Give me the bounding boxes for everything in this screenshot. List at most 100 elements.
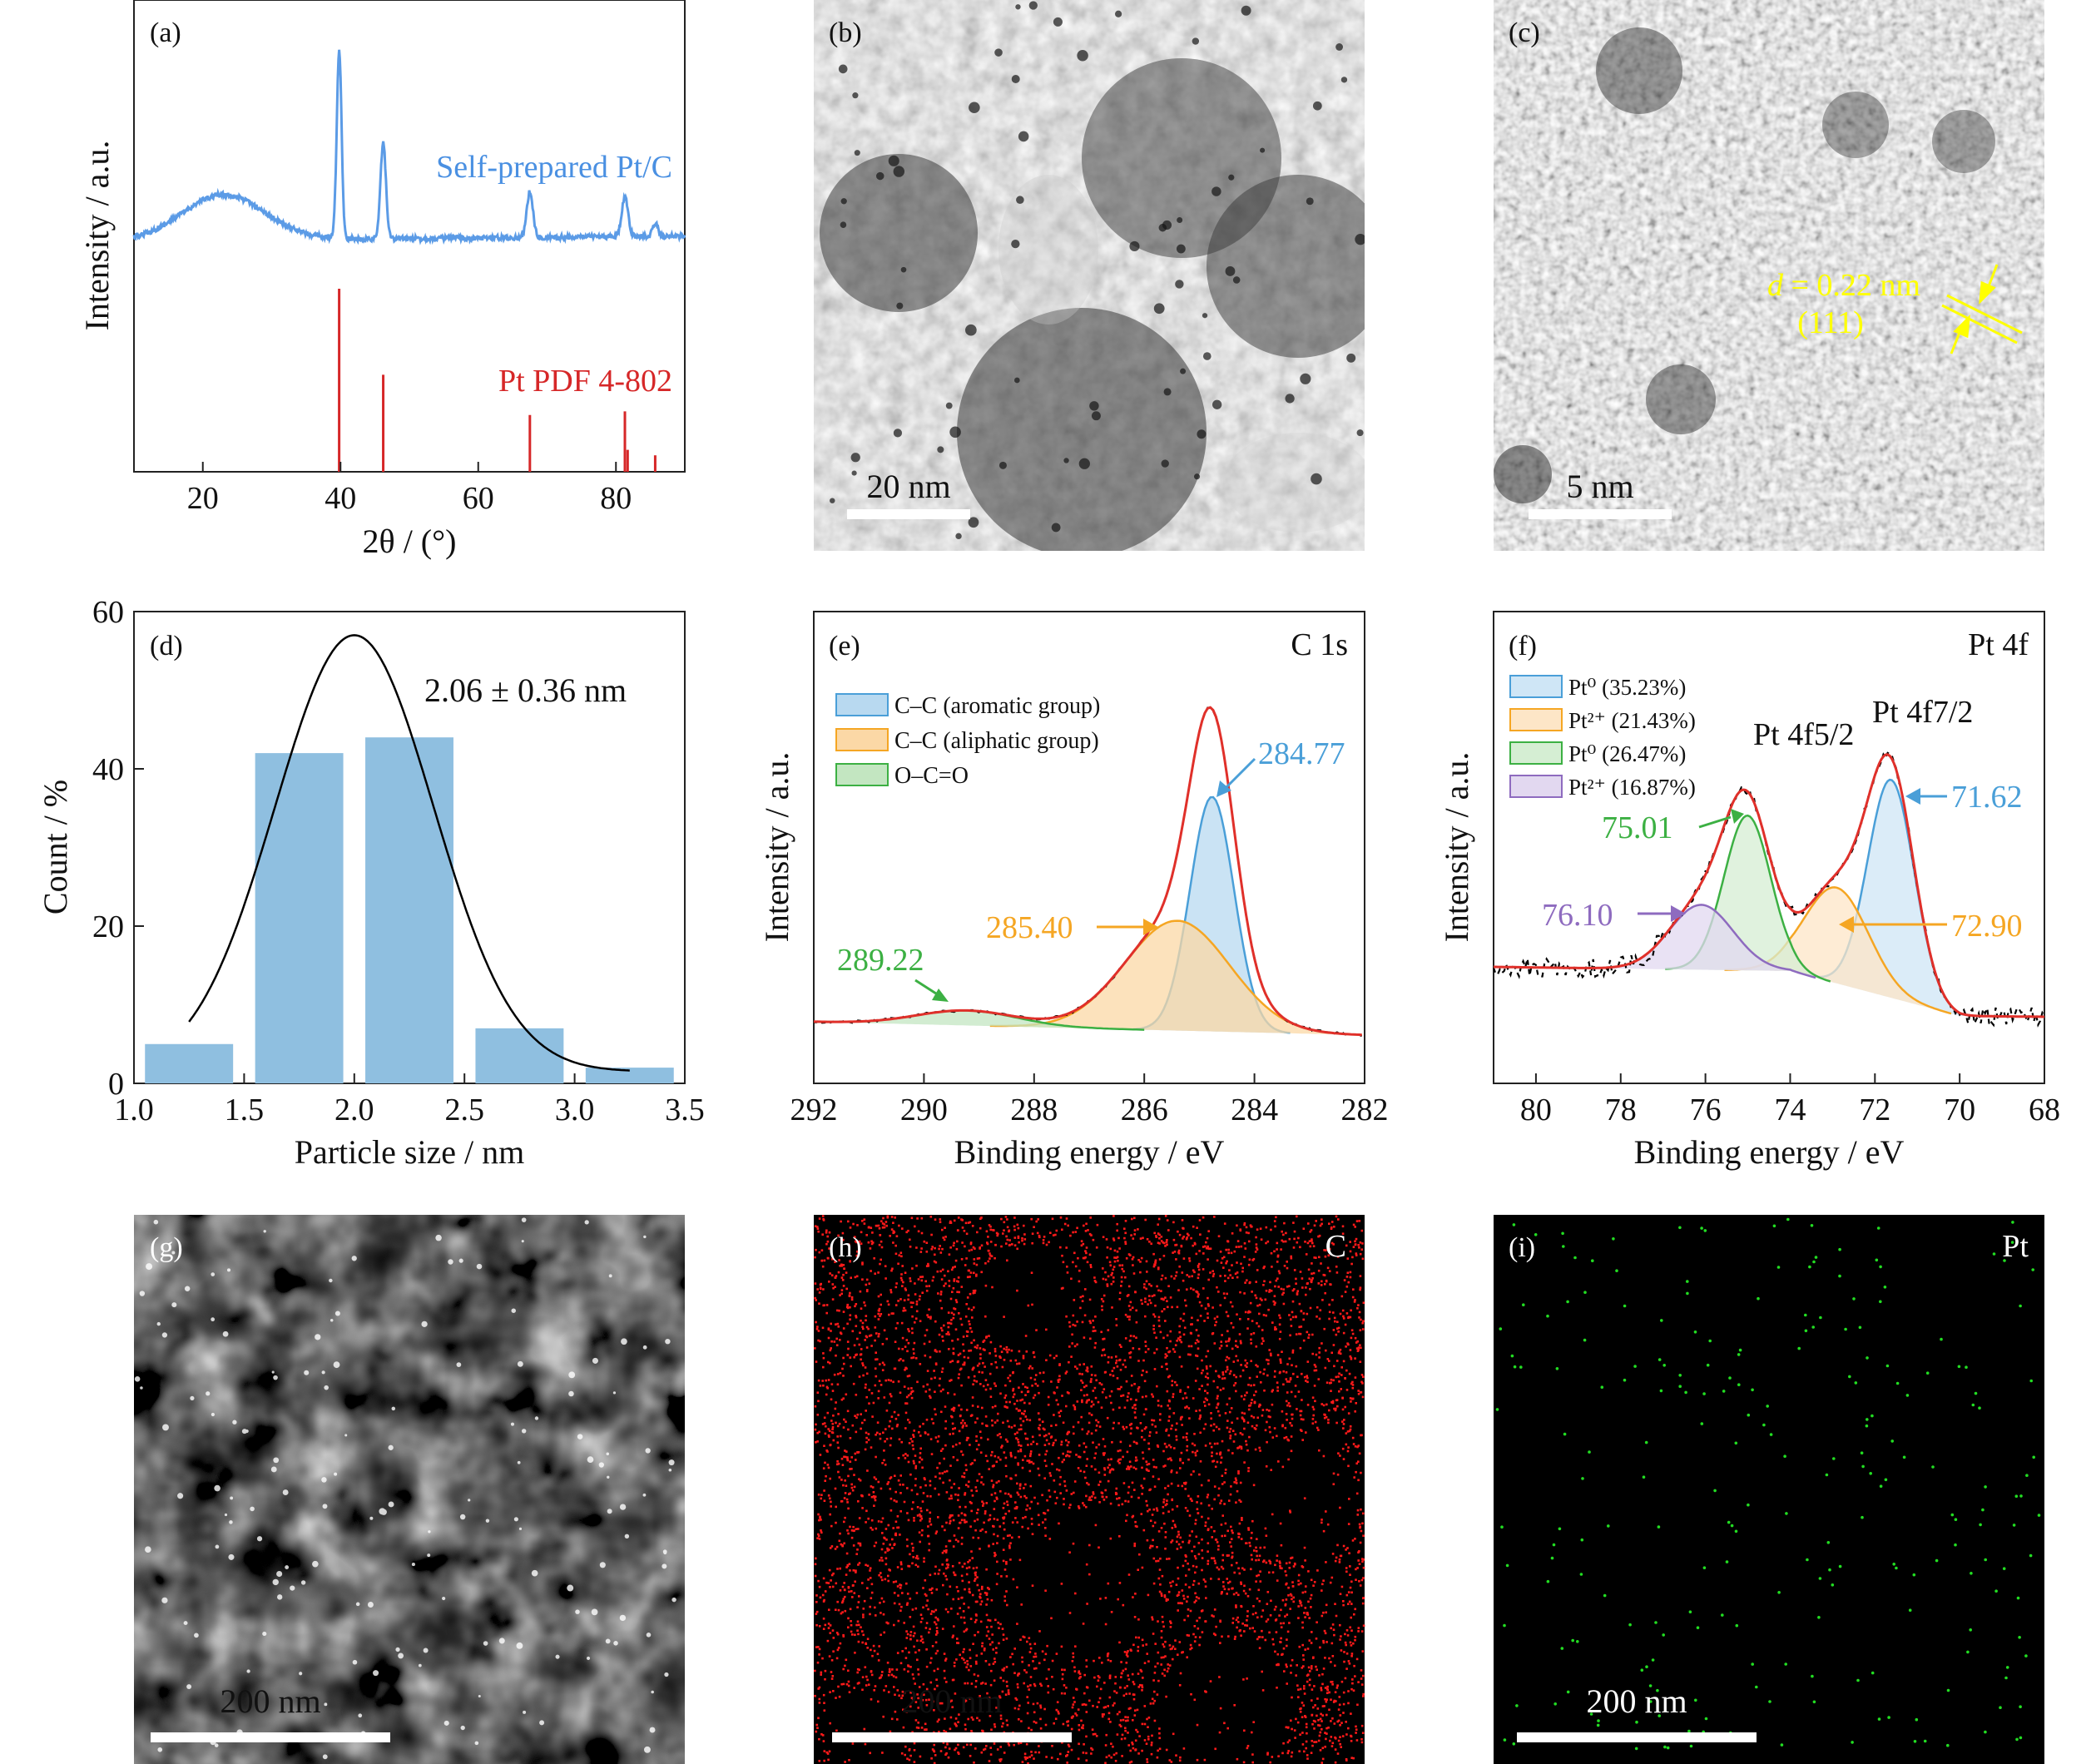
carbon-dot [1182, 1651, 1184, 1653]
carbon-dot [963, 1350, 965, 1352]
carbon-dot [850, 1365, 852, 1368]
carbon-dot [988, 1335, 990, 1337]
carbon-dot [1210, 1412, 1212, 1415]
carbon-dot [850, 1296, 854, 1299]
carbon-dot [1243, 1221, 1246, 1225]
haadf-bright-spot [211, 1412, 216, 1417]
carbon-dot [1044, 1453, 1047, 1456]
carbon-dot [845, 1573, 848, 1576]
carbon-dot [984, 1530, 988, 1534]
carbon-dot [1060, 1440, 1063, 1444]
carbon-dot [957, 1590, 959, 1593]
carbon-dot [1124, 1719, 1127, 1722]
carbon-dot [822, 1577, 825, 1580]
carbon-dot [1269, 1562, 1272, 1565]
carbon-dot [1141, 1638, 1144, 1642]
carbon-dot [959, 1415, 962, 1418]
carbon-dot [943, 1653, 946, 1655]
carbon-dot [1286, 1630, 1290, 1633]
carbon-dot [1229, 1434, 1232, 1437]
carbon-dot [1198, 1643, 1201, 1647]
carbon-dot [1124, 1667, 1127, 1671]
tem-nanoparticle [893, 429, 903, 438]
carbon-dot [1213, 1559, 1216, 1563]
carbon-dot [838, 1309, 840, 1312]
carbon-dot [944, 1753, 947, 1757]
carbon-dot [953, 1307, 955, 1310]
tem-nanoparticle [1192, 37, 1200, 45]
carbon-dot [1177, 1534, 1180, 1536]
carbon-dot [1334, 1603, 1336, 1605]
carbon-dot [1238, 1445, 1241, 1448]
carbon-dot [910, 1216, 914, 1220]
carbon-dot [925, 1290, 929, 1292]
carbon-dot [1140, 1484, 1143, 1487]
carbon-dot [924, 1478, 926, 1481]
carbon-dot [975, 1512, 979, 1514]
carbon-dot [1227, 1449, 1230, 1452]
carbon-dot [939, 1291, 943, 1293]
panel-f-label: (f) [1509, 631, 1537, 662]
carbon-dot [1077, 1421, 1080, 1424]
carbon-dot [1198, 1388, 1201, 1390]
carbon-dot [1209, 1442, 1212, 1445]
carbon-dot [814, 1669, 816, 1672]
carbon-dot [1308, 1333, 1311, 1336]
carbon-dot [1124, 1276, 1127, 1279]
carbon-dot [984, 1415, 988, 1418]
carbon-dot [864, 1666, 867, 1668]
carbon-dot [1157, 1559, 1160, 1563]
carbon-dot [1246, 1615, 1249, 1618]
tem-nanoparticle [1129, 240, 1140, 251]
carbon-dot [1157, 1651, 1160, 1654]
carbon-dot [1338, 1558, 1341, 1561]
carbon-dot [1043, 1512, 1045, 1514]
carbon-dot [867, 1433, 870, 1435]
scale-bar-g [151, 1732, 390, 1742]
carbon-dot [880, 1572, 882, 1574]
carbon-dot [1216, 1566, 1219, 1569]
carbon-dot [937, 1618, 939, 1622]
carbon-dot [1055, 1708, 1058, 1712]
carbon-dot [1212, 1332, 1215, 1335]
carbon-dot [1030, 1460, 1033, 1464]
carbon-dot [1255, 1612, 1257, 1614]
carbon-dot [1167, 1510, 1170, 1513]
carbon-dot [978, 1588, 980, 1592]
carbon-dot [1117, 1236, 1120, 1240]
carbon-dot [1337, 1739, 1340, 1742]
carbon-dot [1019, 1742, 1023, 1744]
carbon-dot [1347, 1412, 1350, 1415]
carbon-dot [1152, 1475, 1155, 1478]
carbon-dot [1187, 1234, 1190, 1236]
carbon-dot [1110, 1756, 1112, 1759]
carbon-dot [1310, 1229, 1313, 1231]
carbon-dot [1311, 1396, 1315, 1399]
carbon-dot [1217, 1291, 1220, 1293]
carbon-dot [822, 1352, 825, 1355]
carbon-dot [1207, 1247, 1210, 1250]
carbon-dot [883, 1449, 885, 1452]
carbon-dot [1235, 1482, 1238, 1484]
carbon-dot [929, 1479, 932, 1483]
carbon-dot [1030, 1523, 1033, 1525]
carbon-dot [995, 1652, 998, 1654]
carbon-dot [859, 1331, 861, 1335]
carbon-dot [1193, 1555, 1197, 1558]
carbon-dot [1338, 1561, 1341, 1563]
haadf-bright-spot [555, 1654, 560, 1659]
carbon-dot [1088, 1544, 1091, 1547]
carbon-dot [931, 1587, 934, 1590]
carbon-dot [976, 1365, 979, 1367]
carbon-dot [835, 1729, 838, 1732]
carbon-dot [1299, 1429, 1302, 1431]
carbon-dot [1330, 1401, 1333, 1404]
carbon-dot [1287, 1594, 1290, 1597]
carbon-dot [953, 1278, 956, 1281]
carbon-dot [1132, 1596, 1134, 1598]
carbon-dot [912, 1501, 914, 1504]
carbon-dot [990, 1494, 993, 1496]
carbon-dot [1195, 1329, 1198, 1331]
carbon-dot [1067, 1450, 1069, 1453]
carbon-dot [1307, 1336, 1310, 1339]
